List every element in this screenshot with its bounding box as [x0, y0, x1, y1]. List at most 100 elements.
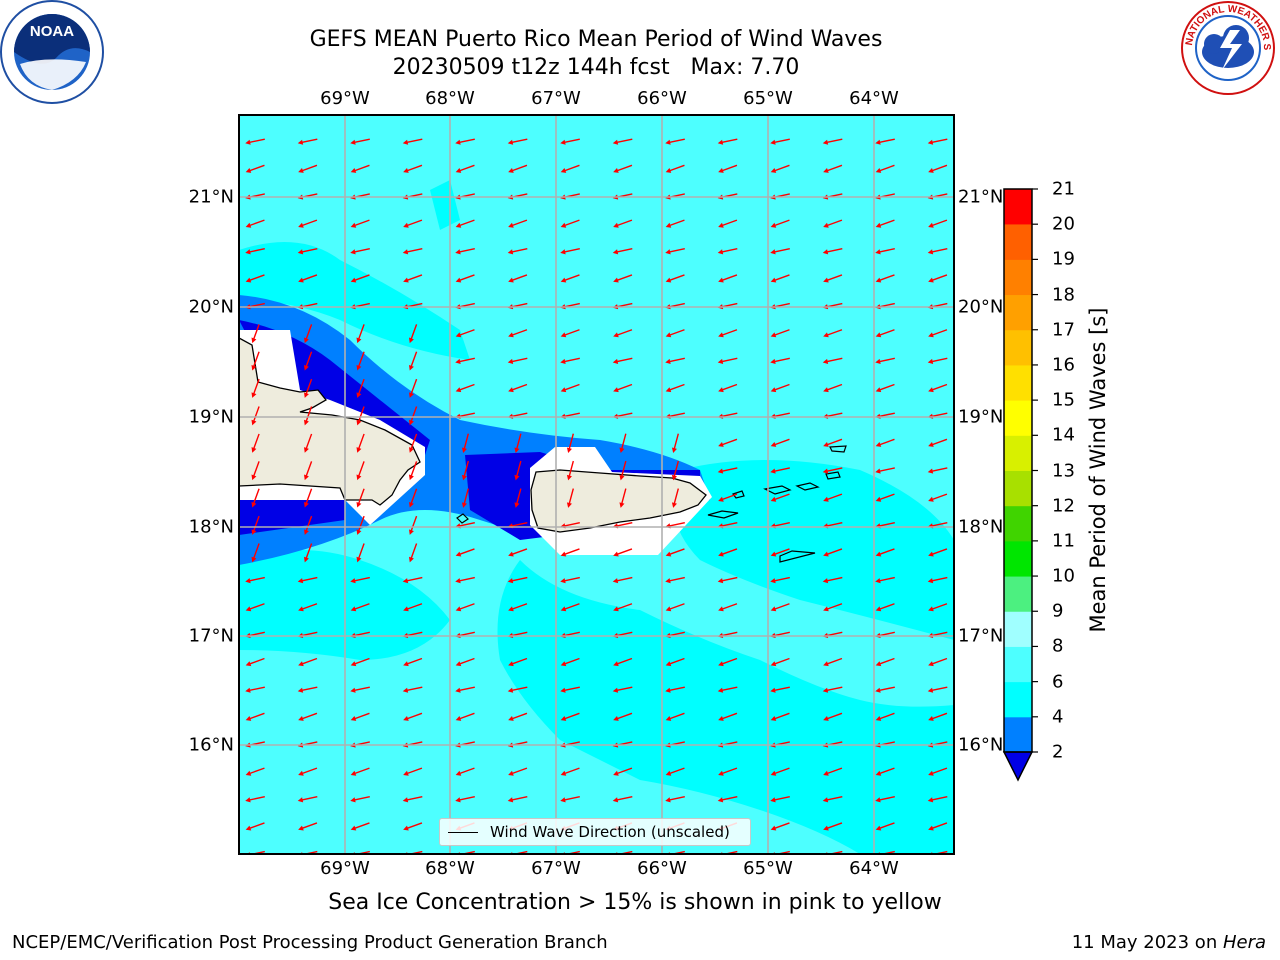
wind-wave-arrow	[297, 138, 318, 145]
wind-wave-arrow	[455, 686, 475, 693]
wind-wave-arrow	[245, 164, 265, 173]
wind-wave-arrow	[461, 488, 470, 508]
wind-wave-arrow	[251, 406, 260, 426]
wind-wave-arrow	[823, 767, 843, 776]
colorbar-bin	[1004, 259, 1032, 296]
wind-wave-arrow	[770, 329, 790, 338]
wind-wave-arrow	[402, 686, 423, 693]
wind-wave-arrow	[613, 219, 633, 228]
wind-wave-arrow	[356, 378, 365, 398]
lat-label-left: 21°N	[188, 186, 234, 208]
colorbar-tick-label: 13	[1052, 460, 1075, 481]
wind-wave-arrow	[455, 767, 475, 776]
wind-wave-arrow	[718, 767, 738, 776]
colorbar-tick-label: 16	[1052, 354, 1075, 376]
wind-wave-arrow	[560, 712, 580, 721]
wind-wave-arrow	[455, 248, 475, 255]
wind-wave-arrow	[822, 248, 843, 255]
noaa-logo-text: NOAA	[30, 23, 74, 40]
colorbar-bin	[1004, 470, 1032, 507]
wind-wave-arrow	[455, 219, 475, 228]
wind-wave-arrow	[822, 357, 843, 364]
lon-label-bottom: 67°W	[531, 858, 581, 879]
wind-wave-arrow	[718, 164, 738, 173]
wind-wave-arrow	[927, 796, 948, 803]
lat-label-left: 20°N	[188, 296, 234, 318]
colorbar-under-extension	[1002, 751, 1034, 782]
wind-wave-arrow	[875, 712, 895, 721]
wind-wave-arrow	[560, 686, 580, 693]
lat-label-left: 18°N	[188, 516, 234, 538]
wind-wave-arrow	[665, 248, 685, 255]
wind-wave-arrow	[717, 796, 738, 803]
wind-wave-arrow	[298, 274, 318, 283]
wind-wave-arrow	[350, 603, 370, 612]
wind-wave-arrow	[928, 329, 948, 338]
wind-wave-arrow	[251, 324, 260, 344]
wind-wave-arrow	[297, 796, 318, 803]
wind-wave-arrow	[508, 767, 528, 776]
lat-label-left: 16°N	[188, 734, 234, 756]
wind-wave-arrow	[514, 460, 522, 481]
wind-wave-arrow	[718, 383, 738, 393]
nws-logo-text: NATIONAL WEATHER SERVICE	[0, 0, 1272, 51]
wind-wave-arrow	[507, 138, 528, 145]
lon-label-bottom: 66°W	[637, 858, 687, 879]
lon-label-top: 66°W	[637, 88, 687, 109]
wind-wave-arrow	[718, 548, 738, 557]
wind-wave-arrow	[822, 796, 843, 803]
wind-wave-arrow	[508, 274, 528, 283]
wind-wave-arrow	[514, 488, 522, 508]
land-mona	[456, 513, 469, 524]
wind-wave-arrow	[875, 248, 895, 255]
lat-label-left: 17°N	[188, 625, 234, 647]
wind-wave-arrow	[350, 767, 370, 776]
wind-wave-arrow	[409, 515, 418, 535]
wind-wave-arrow	[822, 576, 843, 584]
wind-wave-arrow	[718, 493, 738, 502]
wind-wave-arrow	[409, 324, 418, 344]
wind-wave-arrow	[770, 686, 790, 693]
wind-wave-arrow	[566, 488, 575, 508]
wind-wave-arrow	[297, 686, 318, 693]
wind-wave-arrow	[613, 603, 633, 612]
wind-wave-arrow	[613, 383, 633, 393]
wind-wave-arrow	[823, 603, 843, 612]
wind-wave-arrow	[875, 438, 895, 447]
wind-wave-arrow	[245, 712, 265, 721]
wind-wave-arrow	[875, 274, 895, 283]
wind-wave-arrow	[455, 164, 475, 173]
wind-wave-arrow	[928, 383, 948, 393]
wind-wave-arrow	[770, 603, 790, 612]
wind-wave-arrow	[350, 657, 370, 667]
wind-wave-arrow	[560, 576, 580, 584]
wind-wave-arrow	[613, 274, 633, 283]
wind-wave-arrow	[403, 822, 423, 831]
lon-label-bottom: 68°W	[425, 858, 475, 879]
colorbar-bin-top	[1004, 189, 1032, 225]
wind-wave-arrow	[927, 686, 948, 693]
wind-wave-arrow	[822, 138, 843, 145]
wind-wave-arrow	[455, 712, 475, 721]
wind-wave-arrow	[927, 576, 948, 584]
wind-wave-arrow	[875, 686, 895, 693]
wind-wave-arrow	[297, 248, 318, 255]
wind-wave-arrow	[251, 488, 260, 508]
wind-wave-arrow	[251, 543, 260, 563]
wind-wave-arrow	[508, 383, 528, 393]
contour-4-6-east	[673, 460, 954, 640]
nws-logo: NATIONAL WEATHER SERVICE	[0, 0, 1275, 95]
wind-wave-arrow	[298, 822, 318, 831]
wind-wave-arrow	[356, 351, 365, 371]
wind-wave-arrow	[403, 767, 423, 776]
wind-wave-arrow	[251, 378, 260, 398]
wind-wave-arrow	[560, 274, 580, 283]
wind-wave-arrow	[875, 329, 895, 338]
colorbar-tick-label: 20	[1052, 213, 1075, 235]
lon-label-top: 69°W	[320, 88, 370, 109]
wind-wave-arrow	[461, 460, 470, 481]
figure-title: GEFS MEAN Puerto Rico Mean Period of Win…	[246, 26, 946, 82]
colorbar-tick-label: 8	[1052, 635, 1064, 657]
wind-wave-arrow	[350, 164, 370, 173]
wind-wave-arrow	[619, 433, 627, 454]
